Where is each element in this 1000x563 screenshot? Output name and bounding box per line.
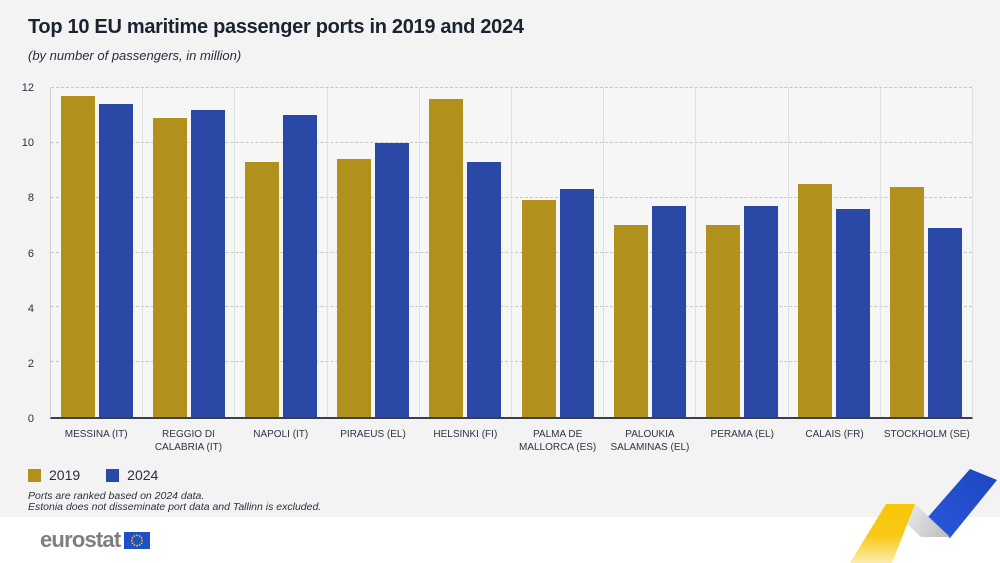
bar-2019-palma-de-mallorca-es — [521, 200, 556, 417]
x-axis-label: STOCKHOLM (SE) — [883, 429, 970, 440]
eu-flag-star — [136, 533, 139, 536]
bar-2024-napoli-it — [283, 115, 317, 417]
eu-flag-star — [139, 534, 141, 537]
eu-flag-star — [133, 534, 136, 537]
bar-2024-piraeus-el — [375, 142, 410, 417]
ribbon-yellow-band — [850, 504, 915, 563]
y-tick-label-6: 6 — [27, 247, 34, 260]
y-tick-label-0: 0 — [27, 413, 34, 425]
eurostat-logo: eurostat — [40, 527, 151, 553]
eu-flag-star — [139, 543, 141, 546]
category-group-7 — [603, 88, 695, 417]
category-group-8 — [695, 88, 787, 417]
bar-2024-helsinki-fi — [467, 162, 502, 417]
category-group-2 — [142, 88, 234, 417]
eu-flag-icon — [124, 531, 151, 549]
bar-2019-piraeus-el — [337, 159, 372, 417]
eu-flag-star — [132, 541, 134, 544]
eu-flag-star — [141, 541, 143, 544]
footer-bar: eurostat — [0, 517, 1000, 563]
bar-2019-messina-it — [60, 96, 95, 417]
y-tick-label-4: 4 — [27, 302, 34, 315]
bar-2019-helsinki-fi — [429, 98, 464, 417]
bar-2019-calais-fr — [798, 183, 833, 417]
eu-flag-star — [136, 544, 139, 547]
ribbon-blue-band — [921, 469, 997, 538]
x-axis-label: PERAMA (EL) — [710, 429, 774, 440]
eu-flag-star — [133, 543, 136, 546]
bar-2024-reggio-di-calabria-it — [190, 109, 225, 417]
x-axis-label: HELSINKI (FI) — [433, 429, 498, 440]
eu-flag-star — [141, 539, 144, 541]
bar-2024-stockholm-se — [928, 227, 963, 417]
bar-2019-paloukia-salaminas-el — [613, 225, 648, 417]
bar-2019-stockholm-se — [890, 186, 925, 417]
bar-2019-napoli-it — [245, 162, 279, 417]
plot-area — [50, 87, 973, 419]
y-tick-label-12: 12 — [21, 82, 34, 94]
category-group-9 — [787, 88, 880, 417]
bar-2024-calais-fr — [836, 208, 871, 417]
footnote-line: Ports are ranked based on 2024 data. — [28, 490, 205, 502]
chart-title: Top 10 EU maritime passenger ports in 20… — [28, 16, 524, 38]
x-axis-label: CALAIS (FR) — [805, 429, 864, 440]
eu-flag-star — [141, 536, 143, 539]
x-axis-label: PIRAEUS (EL) — [340, 429, 406, 440]
decorative-ribbon — [850, 469, 997, 563]
category-group-6 — [511, 88, 603, 417]
eu-flag-stars — [131, 533, 144, 547]
category-group-4 — [326, 88, 419, 417]
y-tick-label-2: 2 — [27, 357, 34, 370]
eu-flag-star — [132, 536, 134, 539]
category-group-5 — [418, 88, 511, 417]
gridline-12 — [51, 87, 972, 88]
eu-flag-star — [131, 539, 134, 541]
legend-swatch-2019 — [28, 468, 41, 482]
y-tick-label-8: 8 — [27, 192, 34, 205]
legend-label: 2019 — [49, 467, 81, 483]
bar-2024-paloukia-salaminas-el — [651, 205, 686, 417]
y-axis-labels: 0 2 4 6 8 10 12 — [0, 82, 40, 425]
x-axis-label: PALOUKIA SALAMINAS (EL) — [610, 429, 690, 453]
footnote-line: Estonia does not disseminate port data a… — [28, 501, 322, 514]
bar-2024-messina-it — [98, 104, 133, 417]
category-group-3 — [234, 88, 326, 417]
x-axis-label: PALMA DE MALLORCA (ES) — [519, 429, 597, 453]
legend-item-2024: 2024 — [106, 467, 158, 483]
bar-2019-reggio-di-calabria-it — [152, 118, 187, 417]
x-axis-labels: MESSINA (IT) REGGIO DI CALABRIA (IT) NAPOL… — [50, 421, 973, 454]
bar-2024-perama-el — [744, 205, 779, 417]
bar-2024-palma-de-mallorca-es — [559, 189, 594, 417]
x-axis-label: NAPOLI (IT) — [253, 429, 309, 440]
eurostat-logo-text: eurostat — [40, 527, 121, 552]
category-group-1 — [51, 88, 142, 417]
y-tick-label-10: 10 — [21, 137, 34, 150]
legend-label: 2024 — [127, 467, 159, 483]
chart-subtitle: (by number of passengers, in million) — [28, 48, 242, 63]
x-axis-label: REGGIO DI CALABRIA (IT) — [154, 429, 223, 453]
x-axis-label: MESSINA (IT) — [64, 429, 128, 440]
footnotes: Ports are ranked based on 2024 data. Esto… — [28, 490, 322, 514]
category-group-10 — [879, 88, 972, 417]
legend: 2019 2024 — [28, 467, 158, 483]
bar-2019-perama-el — [706, 225, 741, 417]
legend-item-2019: 2019 — [28, 467, 80, 483]
legend-swatch-2024 — [106, 468, 120, 482]
